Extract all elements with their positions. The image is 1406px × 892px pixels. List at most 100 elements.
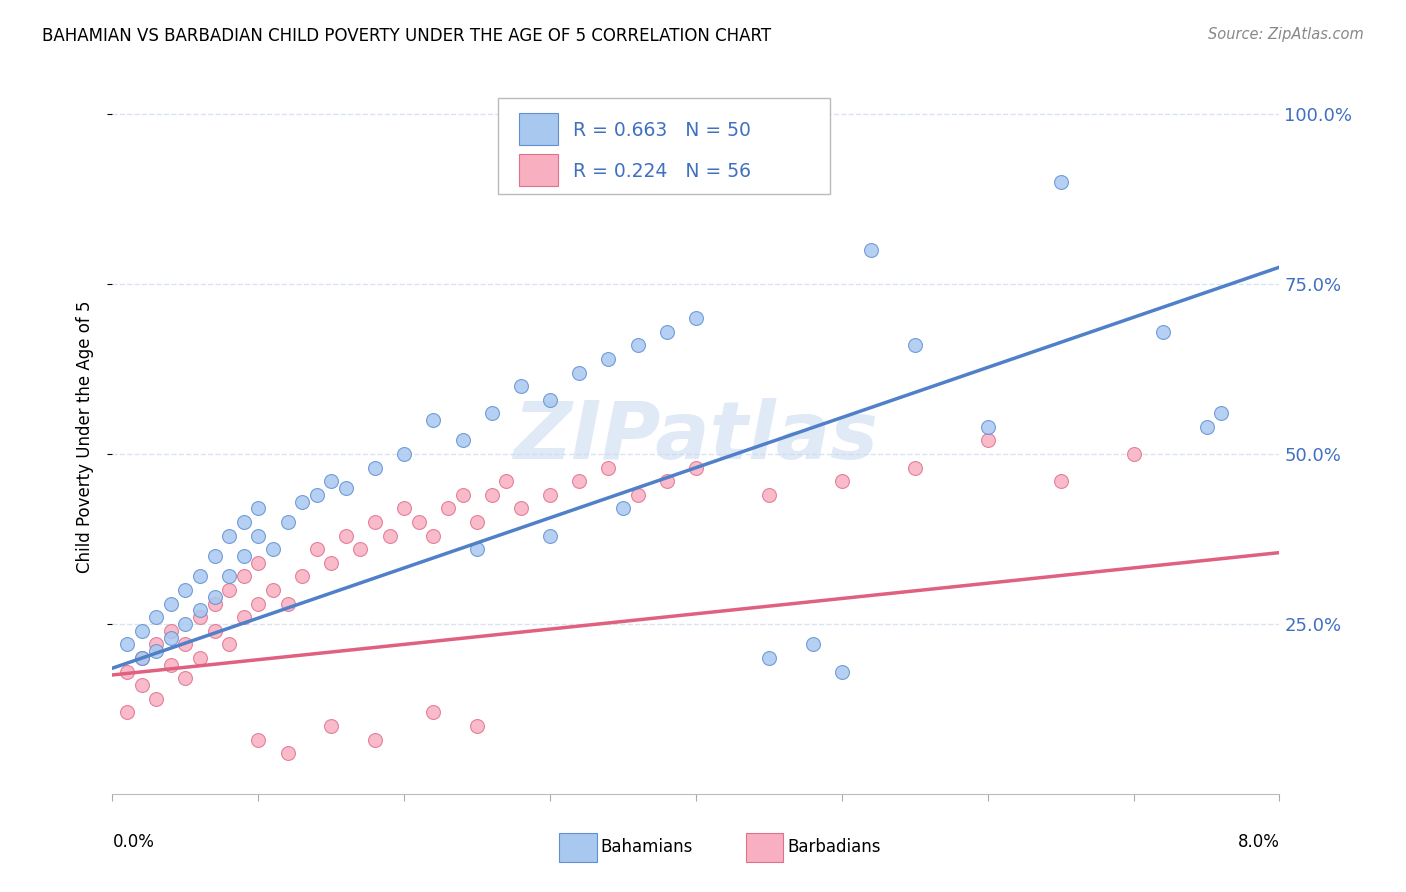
Point <box>758 488 780 502</box>
Point <box>204 597 226 611</box>
Point <box>568 366 591 380</box>
Point <box>247 732 270 747</box>
Point <box>174 617 197 632</box>
Point <box>188 569 211 583</box>
Point <box>598 351 620 366</box>
Point <box>568 475 591 489</box>
Point <box>145 637 167 651</box>
Point <box>538 488 561 502</box>
Point <box>465 719 488 733</box>
Point <box>305 488 328 502</box>
Point <box>188 610 211 624</box>
Point <box>509 501 531 516</box>
Text: R = 0.224   N = 56: R = 0.224 N = 56 <box>574 161 751 181</box>
Point <box>394 501 416 516</box>
Point <box>1152 325 1174 339</box>
Point <box>145 644 167 658</box>
Point <box>204 624 226 638</box>
Point <box>598 460 620 475</box>
FancyBboxPatch shape <box>519 113 558 145</box>
Point <box>451 434 474 448</box>
Point <box>204 549 226 563</box>
Point <box>232 569 254 583</box>
Point <box>291 569 314 583</box>
Point <box>276 597 298 611</box>
Text: Barbadians: Barbadians <box>787 838 880 856</box>
Point <box>321 719 343 733</box>
Point <box>305 542 328 557</box>
Point <box>218 582 240 597</box>
Point <box>174 582 197 597</box>
Point <box>115 665 138 679</box>
Point <box>160 657 183 672</box>
Point <box>1195 420 1218 434</box>
Point <box>801 637 824 651</box>
FancyBboxPatch shape <box>498 98 830 194</box>
Point <box>262 542 284 557</box>
Point <box>904 460 927 475</box>
FancyBboxPatch shape <box>519 154 558 186</box>
Point <box>247 597 270 611</box>
Point <box>364 732 387 747</box>
Point <box>247 556 270 570</box>
Point <box>188 603 211 617</box>
Point <box>160 624 183 638</box>
Point <box>364 515 387 529</box>
Point <box>1049 475 1071 489</box>
Point <box>1049 175 1071 189</box>
Point <box>335 528 357 542</box>
Point <box>859 243 883 257</box>
Point <box>276 746 298 760</box>
FancyBboxPatch shape <box>747 833 783 862</box>
Point <box>291 494 314 508</box>
Point <box>115 637 138 651</box>
Point <box>160 631 183 645</box>
Point <box>422 413 444 427</box>
Point <box>612 501 634 516</box>
Point <box>188 651 211 665</box>
Point <box>831 665 853 679</box>
Point <box>262 582 284 597</box>
Point <box>174 671 197 685</box>
Point <box>408 515 430 529</box>
Point <box>321 475 343 489</box>
Text: 0.0%: 0.0% <box>112 833 155 851</box>
Point <box>685 460 707 475</box>
Text: BAHAMIAN VS BARBADIAN CHILD POVERTY UNDER THE AGE OF 5 CORRELATION CHART: BAHAMIAN VS BARBADIAN CHILD POVERTY UNDE… <box>42 27 772 45</box>
Point <box>145 610 167 624</box>
Point <box>627 488 650 502</box>
Point <box>131 651 153 665</box>
Point <box>321 556 343 570</box>
Point <box>131 678 153 692</box>
Text: Source: ZipAtlas.com: Source: ZipAtlas.com <box>1208 27 1364 42</box>
Point <box>758 651 780 665</box>
Text: ZIPatlas: ZIPatlas <box>513 398 879 476</box>
Point <box>232 515 254 529</box>
Point <box>349 542 371 557</box>
Point <box>364 460 387 475</box>
Point <box>232 549 254 563</box>
Point <box>145 691 167 706</box>
Point <box>538 528 561 542</box>
Point <box>976 420 998 434</box>
Point <box>481 488 503 502</box>
Point <box>627 338 650 352</box>
Point <box>538 392 561 407</box>
Point <box>115 706 138 720</box>
Point <box>218 569 240 583</box>
Text: R = 0.663   N = 50: R = 0.663 N = 50 <box>574 120 751 140</box>
Point <box>160 597 183 611</box>
Point <box>335 481 357 495</box>
Y-axis label: Child Poverty Under the Age of 5: Child Poverty Under the Age of 5 <box>76 301 94 574</box>
Point <box>218 637 240 651</box>
Point <box>451 488 474 502</box>
Point <box>685 311 707 326</box>
Point <box>422 706 444 720</box>
Point <box>1211 406 1233 420</box>
Point <box>131 624 153 638</box>
Point <box>1122 447 1144 461</box>
Point <box>465 542 488 557</box>
FancyBboxPatch shape <box>560 833 596 862</box>
Point <box>131 651 153 665</box>
Point <box>247 501 270 516</box>
